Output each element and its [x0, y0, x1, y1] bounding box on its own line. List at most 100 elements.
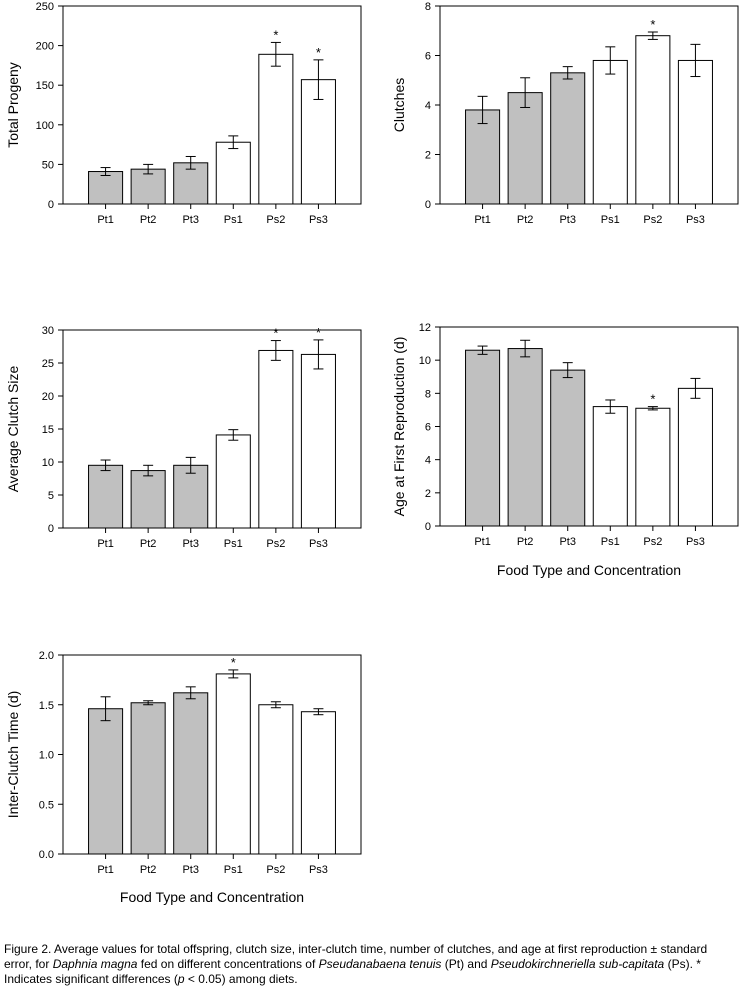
bar-pt3 — [173, 464, 209, 529]
bar-ps1 — [215, 673, 251, 855]
bar-pt1 — [465, 349, 501, 527]
x-tick-label-ps1: Ps1 — [601, 214, 620, 226]
y-tick-label: 250 — [36, 1, 54, 13]
significance-marker: * — [316, 325, 321, 340]
bar-ps3 — [300, 353, 336, 529]
y-tick-label: 4 — [425, 455, 431, 467]
y-tick-label: 0 — [425, 199, 431, 211]
x-axis-title: Food Type and Concentration — [497, 562, 681, 578]
x-tick-label-ps1: Ps1 — [601, 536, 620, 548]
significance-marker: * — [231, 655, 236, 670]
bar-ps1 — [592, 59, 628, 205]
y-tick-label: 30 — [42, 325, 54, 337]
x-tick-label-pt1: Pt1 — [474, 536, 491, 548]
bar-pt3 — [173, 692, 209, 855]
caption-p-variable: p — [177, 972, 185, 986]
y-tick-label: 0 — [48, 199, 54, 211]
x-tick-label-pt1: Pt1 — [97, 214, 114, 226]
bar-pt1 — [88, 464, 124, 529]
y-tick-label: 20 — [42, 391, 54, 403]
x-tick-label-pt1: Pt1 — [474, 214, 491, 226]
caption-species-pseudokirchneriella: Pseudokirchneriella sub-capitata — [490, 957, 665, 971]
significance-marker: * — [273, 27, 278, 42]
x-tick-label-pt3: Pt3 — [182, 214, 199, 226]
bar-pt1 — [88, 708, 124, 855]
figure-panels: 0 50 100 150 200 250 Pt1 Pt2 Pt3 Ps1 Ps2 * Ps3 * Total… — [5, 1, 739, 905]
bar-ps3 — [677, 59, 713, 205]
x-tick-label-pt2: Pt2 — [517, 214, 534, 226]
y-tick-label: 150 — [36, 80, 54, 92]
x-tick-label-pt3: Pt3 — [182, 864, 199, 876]
bar-pt2 — [130, 168, 166, 205]
y-axis-title: Total Progeny — [5, 62, 21, 148]
y-tick-label: 6 — [425, 422, 431, 434]
bar-ps2 — [258, 349, 294, 529]
x-tick-label-ps3: Ps3 — [686, 214, 705, 226]
chart-total-progeny: 0 50 100 150 200 250 Pt1 Pt2 Pt3 Ps1 Ps2 * Ps3 * Total… — [5, 1, 362, 226]
x-axis-title: Food Type and Concentration — [120, 889, 304, 905]
y-tick-label: 8 — [425, 1, 431, 13]
y-tick-label: 4 — [425, 100, 431, 112]
y-tick-label: 0 — [48, 523, 54, 535]
x-tick-label-ps3: Ps3 — [309, 214, 328, 226]
x-tick-label-pt2: Pt2 — [517, 536, 534, 548]
y-tick-label: 5 — [48, 490, 54, 502]
x-tick-label-pt1: Pt1 — [97, 538, 114, 550]
caption-text-3: (Pt) and — [441, 957, 491, 971]
x-tick-label-pt3: Pt3 — [182, 538, 199, 550]
bar-pt3 — [550, 369, 586, 527]
x-tick-label-ps3: Ps3 — [309, 864, 328, 876]
y-tick-label: 2.0 — [39, 650, 54, 662]
y-tick-label: 200 — [36, 41, 54, 53]
x-tick-label-pt3: Pt3 — [559, 536, 576, 548]
significance-marker: * — [650, 392, 655, 407]
significance-marker: * — [650, 17, 655, 32]
figure-caption: Figure 2. Average values for total offsp… — [4, 942, 738, 987]
x-tick-label-pt2: Pt2 — [140, 214, 157, 226]
caption-text-1: Figure 2. Average values for total offsp… — [4, 942, 708, 971]
x-tick-label-ps3: Ps3 — [309, 538, 328, 550]
bar-ps1 — [215, 141, 251, 205]
y-axis-title: Age at First Reproduction (d) — [391, 337, 407, 517]
y-axis-title: Clutches — [391, 78, 407, 132]
y-tick-label: 1.5 — [39, 700, 54, 712]
bar-pt2 — [130, 702, 166, 855]
x-tick-label-pt2: Pt2 — [140, 538, 157, 550]
bar-ps2 — [258, 53, 294, 205]
chart-average-clutch-size: 0 5 10 15 20 25 30 Pt1 Pt2 Pt3 Ps1 Ps2 * Ps3 * Average … — [5, 325, 362, 550]
x-tick-label-ps1: Ps1 — [224, 864, 243, 876]
x-tick-label-ps2: Ps2 — [266, 214, 285, 226]
bar-ps3 — [300, 711, 336, 855]
x-tick-label-ps2: Ps2 — [266, 538, 285, 550]
y-tick-label: 10 — [419, 355, 431, 367]
x-tick-label-ps1: Ps1 — [224, 538, 243, 550]
y-tick-label: 0.5 — [39, 799, 54, 811]
x-tick-label-ps2: Ps2 — [643, 214, 662, 226]
caption-text-5: < 0.05) among diets. — [184, 972, 298, 986]
y-tick-label: 25 — [42, 358, 54, 370]
bar-ps1 — [592, 406, 628, 527]
y-tick-label: 2 — [425, 150, 431, 162]
bar-pt1 — [88, 171, 124, 205]
bar-ps2 — [635, 407, 671, 527]
y-tick-label: 8 — [425, 388, 431, 400]
x-tick-label-ps3: Ps3 — [686, 536, 705, 548]
bar-ps3 — [677, 387, 713, 527]
y-axis-title: Average Clutch Size — [5, 365, 21, 492]
bar-pt1 — [465, 109, 501, 205]
x-tick-label-pt3: Pt3 — [559, 214, 576, 226]
bar-ps2 — [635, 35, 671, 205]
y-tick-label: 6 — [425, 51, 431, 63]
y-tick-label: 12 — [419, 322, 431, 334]
caption-text-2: fed on different concentrations of — [137, 957, 319, 971]
y-tick-label: 100 — [36, 120, 54, 132]
bar-pt2 — [507, 348, 543, 527]
caption-species-pseudanabaena: Pseudanabaena tenuis — [318, 957, 442, 971]
caption-species-daphnia: Daphnia magna — [52, 957, 138, 971]
bar-ps3 — [300, 79, 336, 205]
x-tick-label-ps2: Ps2 — [643, 536, 662, 548]
x-tick-label-pt1: Pt1 — [97, 864, 114, 876]
y-tick-label: 10 — [42, 457, 54, 469]
significance-marker: * — [273, 326, 278, 341]
